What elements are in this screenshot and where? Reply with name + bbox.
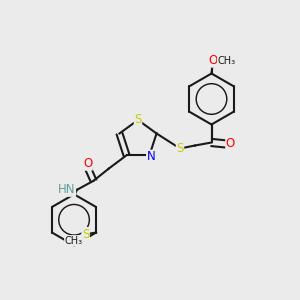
Text: S: S	[176, 142, 184, 155]
Text: S: S	[82, 227, 89, 241]
Text: CH₃: CH₃	[64, 236, 83, 246]
Text: O: O	[208, 54, 217, 67]
Text: O: O	[226, 137, 235, 151]
Text: HN: HN	[58, 183, 76, 196]
Text: N: N	[147, 150, 155, 163]
Text: O: O	[83, 157, 92, 170]
Text: CH₃: CH₃	[218, 56, 236, 66]
Text: S: S	[134, 113, 142, 127]
